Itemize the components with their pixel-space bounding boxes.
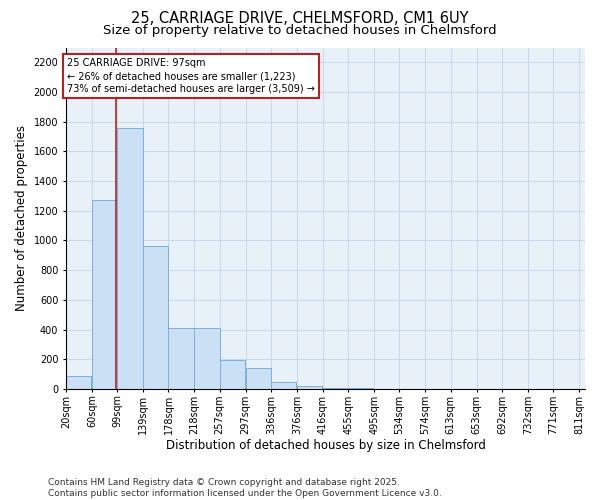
Text: Size of property relative to detached houses in Chelmsford: Size of property relative to detached ho…: [103, 24, 497, 37]
Text: 25 CARRIAGE DRIVE: 97sqm
← 26% of detached houses are smaller (1,223)
73% of sem: 25 CARRIAGE DRIVE: 97sqm ← 26% of detach…: [67, 58, 315, 94]
Bar: [169, 328, 194, 389]
Bar: [348, 388, 373, 389]
Bar: [194, 328, 220, 389]
Bar: [66, 376, 91, 389]
Bar: [92, 200, 117, 389]
Y-axis label: Number of detached properties: Number of detached properties: [15, 125, 28, 311]
Bar: [117, 128, 143, 389]
Text: 25, CARRIAGE DRIVE, CHELMSFORD, CM1 6UY: 25, CARRIAGE DRIVE, CHELMSFORD, CM1 6UY: [131, 11, 469, 26]
Bar: [271, 382, 296, 389]
X-axis label: Distribution of detached houses by size in Chelmsford: Distribution of detached houses by size …: [166, 440, 485, 452]
Bar: [143, 246, 169, 389]
Bar: [245, 368, 271, 389]
Bar: [297, 386, 322, 389]
Bar: [220, 360, 245, 389]
Text: Contains HM Land Registry data © Crown copyright and database right 2025.
Contai: Contains HM Land Registry data © Crown c…: [48, 478, 442, 498]
Bar: [323, 388, 348, 389]
